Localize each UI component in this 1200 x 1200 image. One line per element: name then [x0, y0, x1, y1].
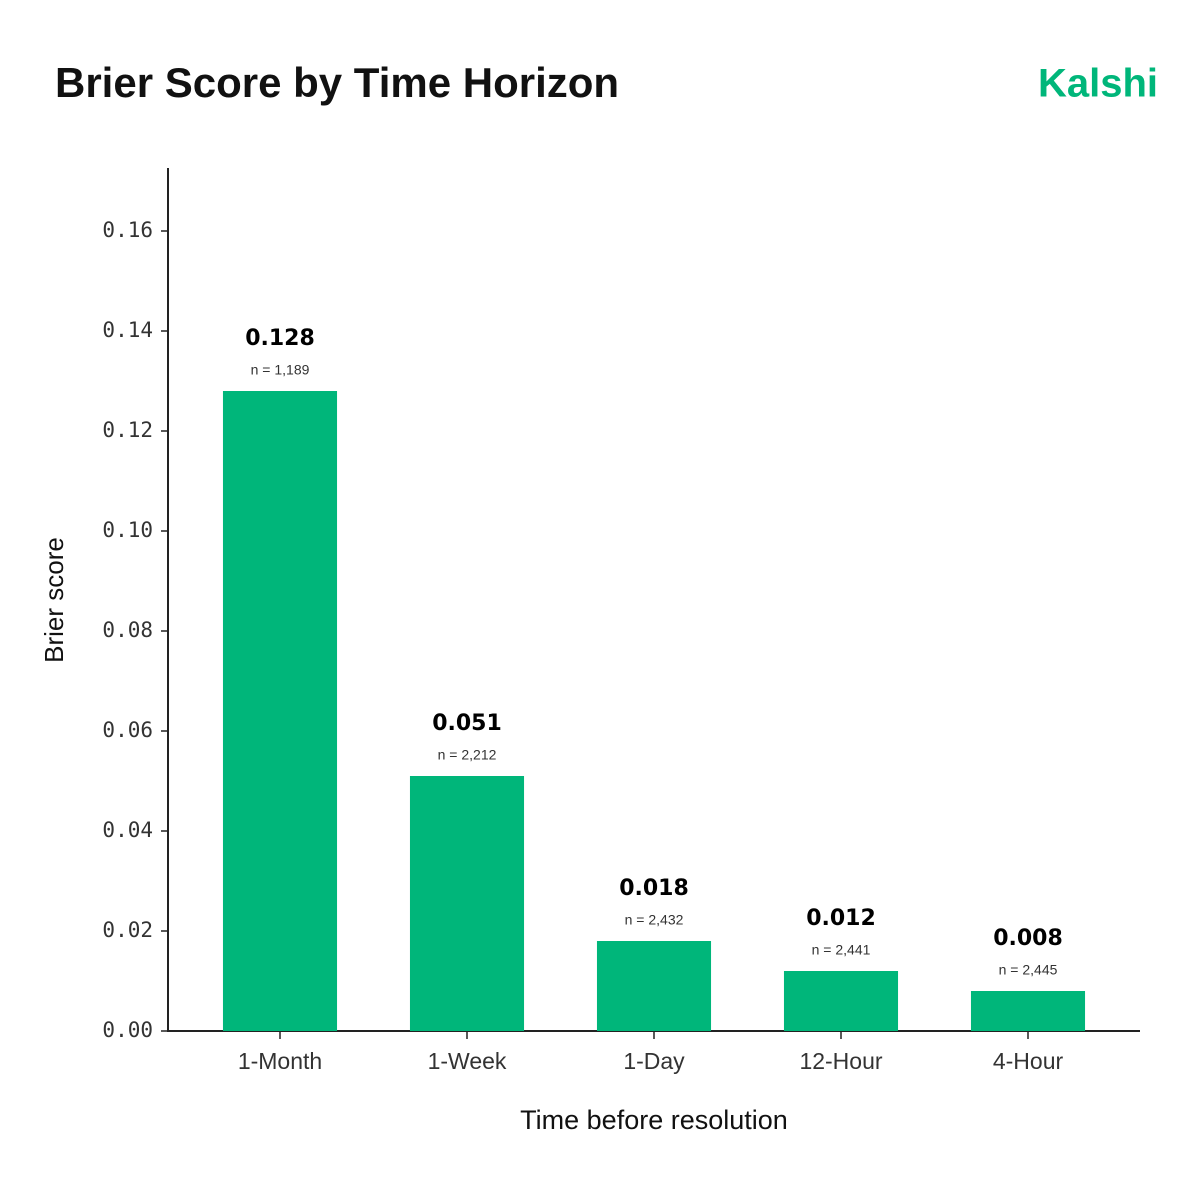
bar: [783, 971, 899, 1031]
value-label: 0.128: [245, 326, 315, 351]
value-label: 0.012: [806, 906, 876, 931]
sample-size-label: n = 2,441: [812, 942, 871, 958]
x-tick-label: 1-Day: [623, 1048, 685, 1074]
x-axis-label: Time before resolution: [520, 1105, 788, 1135]
sample-size-label: n = 2,212: [438, 747, 497, 763]
y-tick-label: 0.14: [102, 318, 153, 342]
bar: [222, 391, 338, 1031]
y-tick-label: 0.04: [102, 818, 153, 842]
bar: [596, 941, 712, 1031]
y-tick-label: 0.12: [102, 418, 153, 442]
value-label: 0.008: [993, 926, 1063, 951]
y-tick-label: 0.02: [102, 918, 153, 942]
sample-size-label: n = 2,432: [625, 912, 684, 928]
sample-size-label: n = 2,445: [999, 962, 1058, 978]
y-tick-label: 0.10: [102, 518, 153, 542]
value-label: 0.051: [432, 711, 502, 736]
y-tick-label: 0.16: [102, 218, 153, 242]
x-tick-label: 12-Hour: [799, 1048, 882, 1074]
y-tick-label: 0.00: [102, 1018, 153, 1042]
x-tick-label: 1-Week: [428, 1048, 507, 1074]
bar: [970, 991, 1086, 1031]
x-tick-label: 1-Month: [238, 1048, 322, 1074]
brand-logo: Kalshi: [1038, 62, 1158, 106]
y-tick-label: 0.06: [102, 718, 153, 742]
chart-title: Brier Score by Time Horizon: [55, 59, 619, 106]
sample-size-label: n = 1,189: [251, 362, 310, 378]
value-label: 0.018: [619, 876, 689, 901]
y-tick-label: 0.08: [102, 618, 153, 642]
x-tick-label: 4-Hour: [993, 1048, 1064, 1074]
bar: [409, 776, 525, 1031]
y-axis-label: Brier score: [39, 537, 69, 663]
